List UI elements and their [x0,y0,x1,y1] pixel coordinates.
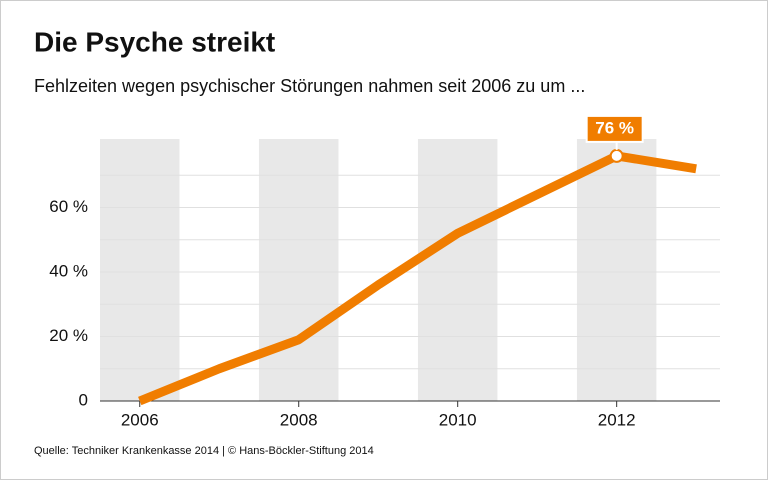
year-band [258,139,339,401]
x-tick-label: 2006 [121,410,159,429]
label-box [585,114,644,143]
y-tick-label: 40 % [49,261,88,280]
point [609,148,624,163]
y-tick-label: 60 % [49,197,88,216]
value-label: 76 % [595,118,634,137]
year-band [100,139,180,401]
x-tick-label: 2008 [280,410,318,429]
chart-title: Die Psyche streikt [34,26,275,57]
line [138,151,697,406]
y-tick-label: 0 [79,390,88,409]
year-band [576,139,657,401]
y-tick-label: 20 % [49,326,88,345]
chart-subtitle: Fehlzeiten wegen psychischer Störungen n… [34,76,585,96]
x-tick-label: 2012 [598,410,636,429]
source: Quelle: Techniker Krankenkasse 2014 | © … [34,445,374,457]
year-band [417,139,498,401]
x-tick-label: 2010 [439,410,477,429]
